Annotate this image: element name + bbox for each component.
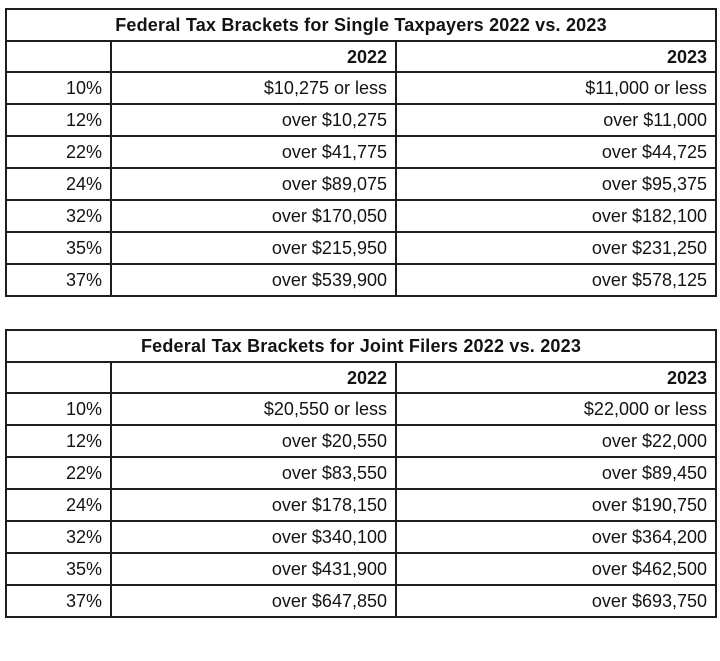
rate-cell: 35%	[5, 552, 112, 586]
rate-cell: 35%	[5, 231, 112, 265]
rate-cell: 37%	[5, 584, 112, 618]
value-2022-cell: over $647,850	[110, 584, 397, 618]
rate-cell: 22%	[5, 456, 112, 490]
value-2023-cell: over $462,500	[394, 552, 718, 586]
value-2022-cell: over $41,775	[110, 135, 397, 169]
value-2022-cell: $10,275 or less	[110, 71, 397, 105]
year-2022-column-header: 2022	[110, 40, 397, 73]
value-2023-cell: over $693,750	[394, 584, 718, 618]
value-2023-cell: over $190,750	[394, 488, 718, 522]
table-row: 12% over $10,275 over $11,000	[5, 103, 718, 137]
value-2022-cell: over $431,900	[110, 552, 397, 586]
table-row: 24% over $178,150 over $190,750	[5, 488, 718, 522]
rate-column-header	[5, 40, 112, 73]
table-row: 35% over $431,900 over $462,500	[5, 552, 718, 586]
value-2023-cell: over $89,450	[394, 456, 718, 490]
table-header-row: 2022 2023	[5, 40, 718, 73]
value-2023-cell: $22,000 or less	[394, 392, 718, 426]
value-2022-cell: $20,550 or less	[110, 392, 397, 426]
value-2022-cell: over $89,075	[110, 167, 397, 201]
table-title-row: Federal Tax Brackets for Single Taxpayer…	[4, 8, 718, 42]
rate-cell: 32%	[5, 199, 112, 233]
value-2022-cell: over $539,900	[110, 263, 397, 297]
year-2022-column-header: 2022	[110, 361, 397, 394]
rate-cell: 24%	[5, 488, 112, 522]
value-2022-cell: over $20,550	[110, 424, 397, 458]
rate-cell: 37%	[5, 263, 112, 297]
table-row: 10% $10,275 or less $11,000 or less	[5, 71, 718, 105]
table-row: 37% over $539,900 over $578,125	[5, 263, 718, 297]
rate-cell: 10%	[5, 71, 112, 105]
table-row: 22% over $83,550 over $89,450	[5, 456, 718, 490]
joint-filers-table: Federal Tax Brackets for Joint Filers 20…	[4, 329, 718, 618]
value-2022-cell: over $178,150	[110, 488, 397, 522]
table-title: Federal Tax Brackets for Single Taxpayer…	[4, 8, 718, 42]
table-row: 32% over $170,050 over $182,100	[5, 199, 718, 233]
table-row: 10% $20,550 or less $22,000 or less	[5, 392, 718, 426]
value-2023-cell: $11,000 or less	[394, 71, 718, 105]
value-2022-cell: over $10,275	[110, 103, 397, 137]
value-2023-cell: over $578,125	[394, 263, 718, 297]
value-2022-cell: over $215,950	[110, 231, 397, 265]
rate-column-header	[5, 361, 112, 394]
table-title-row: Federal Tax Brackets for Joint Filers 20…	[4, 329, 718, 363]
table-row: 32% over $340,100 over $364,200	[5, 520, 718, 554]
rate-cell: 12%	[5, 424, 112, 458]
table-row: 37% over $647,850 over $693,750	[5, 584, 718, 618]
table-header-row: 2022 2023	[5, 361, 718, 394]
table-row: 35% over $215,950 over $231,250	[5, 231, 718, 265]
rate-cell: 12%	[5, 103, 112, 137]
table-row: 22% over $41,775 over $44,725	[5, 135, 718, 169]
table-row: 12% over $20,550 over $22,000	[5, 424, 718, 458]
value-2023-cell: over $22,000	[394, 424, 718, 458]
value-2023-cell: over $44,725	[394, 135, 718, 169]
value-2022-cell: over $170,050	[110, 199, 397, 233]
year-2023-column-header: 2023	[394, 361, 718, 394]
rate-cell: 10%	[5, 392, 112, 426]
value-2023-cell: over $95,375	[394, 167, 718, 201]
value-2023-cell: over $364,200	[394, 520, 718, 554]
value-2023-cell: over $231,250	[394, 231, 718, 265]
rate-cell: 24%	[5, 167, 112, 201]
year-2023-column-header: 2023	[394, 40, 718, 73]
value-2023-cell: over $11,000	[394, 103, 718, 137]
rate-cell: 32%	[5, 520, 112, 554]
value-2022-cell: over $340,100	[110, 520, 397, 554]
single-taxpayers-table: Federal Tax Brackets for Single Taxpayer…	[4, 8, 718, 297]
rate-cell: 22%	[5, 135, 112, 169]
table-row: 24% over $89,075 over $95,375	[5, 167, 718, 201]
value-2023-cell: over $182,100	[394, 199, 718, 233]
value-2022-cell: over $83,550	[110, 456, 397, 490]
table-title: Federal Tax Brackets for Joint Filers 20…	[4, 329, 718, 363]
